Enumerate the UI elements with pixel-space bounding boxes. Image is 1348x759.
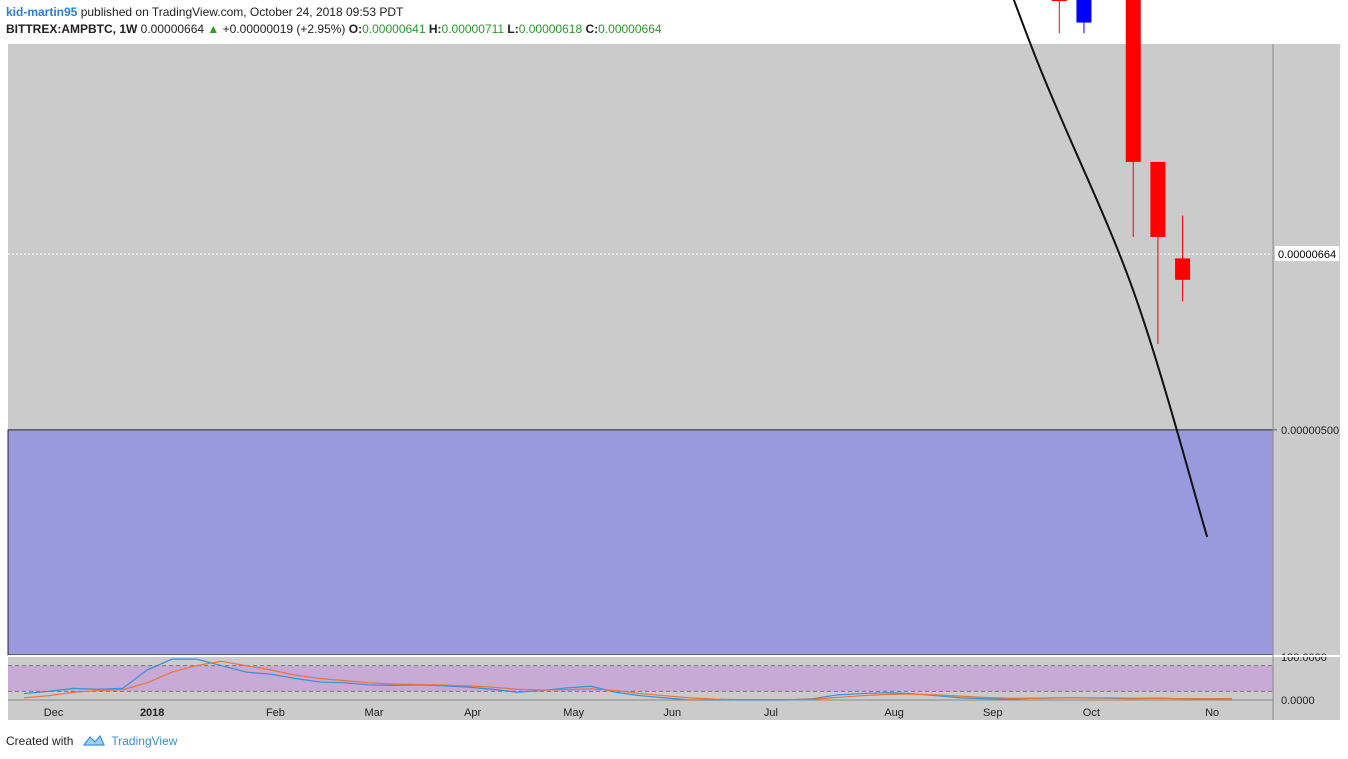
price-axis-background (1273, 44, 1340, 700)
symbol-title: BITTREX:AMPBTC, 1W (6, 22, 138, 36)
time-tick-label-1: 2018 (140, 707, 164, 719)
tradingview-logo-icon (83, 734, 106, 746)
open-label: O: (348, 22, 363, 36)
tradingview-brand: TradingView (111, 734, 178, 748)
low-label: L: (507, 22, 519, 36)
time-tick-label-0: Dec (44, 707, 64, 719)
oscillator-series-1 (23, 660, 1232, 701)
footer: Created with TradingView (6, 734, 177, 748)
time-tick-label-5: May (563, 707, 584, 719)
price-change: +0.00000019 (+2.95%) (222, 22, 346, 36)
time-tick-label-6: Jun (663, 707, 681, 719)
change-arrow-icon: ▲ (207, 22, 220, 36)
time-axis-background (8, 700, 1273, 720)
time-tick-label-11: No (1205, 707, 1219, 719)
tradingview-link[interactable]: TradingView (79, 734, 177, 748)
time-tick-label-2: Feb (266, 707, 285, 719)
price-tick-label-0: 0.00000500 (1281, 425, 1339, 437)
open-value: 0.00000641 (362, 22, 426, 36)
candle-body-42 (1051, 0, 1067, 2)
oscillator-tick-label-1: 0.0000 (1281, 695, 1315, 707)
high-label: H: (428, 22, 442, 36)
candle-body-43 (1076, 0, 1092, 23)
trendline-lower (1012, 0, 1209, 538)
oscillator-band (8, 665, 1273, 692)
published-text: published on TradingView.com, October 24… (80, 5, 404, 19)
publish-line: kid-martin95 published on TradingView.co… (6, 5, 403, 19)
oscillator-tick-label-0: 100.0000 (1281, 652, 1327, 664)
symbol-line: BITTREX:AMPBTC, 1W 0.00000664 ▲ +0.00000… (6, 22, 662, 36)
time-tick-label-10: Oct (1083, 707, 1100, 719)
last-price: 0.00000664 (140, 22, 205, 36)
last-price-label-box (1275, 246, 1339, 262)
candle-body-46 (1150, 161, 1166, 237)
time-tick-label-8: Aug (884, 707, 904, 719)
close-value: 0.00000664 (598, 22, 662, 36)
close-label: C: (585, 22, 599, 36)
bottom-band (7, 429, 1274, 656)
author-link[interactable]: kid-martin95 (6, 5, 78, 19)
candle-body-45 (1125, 0, 1141, 162)
low-value: 0.00000618 (518, 22, 583, 36)
time-tick-label-9: Sep (983, 707, 1003, 719)
axis-corner (1273, 700, 1340, 720)
time-tick-label-4: Apr (464, 707, 481, 719)
last-price-label: 0.00000664 (1278, 249, 1336, 261)
high-value: 0.00000711 (441, 22, 505, 36)
time-tick-label-7: Jul (764, 707, 778, 719)
candle-body-47 (1175, 258, 1191, 280)
created-with-text: Created with (6, 734, 74, 748)
time-tick-label-3: Mar (365, 707, 384, 719)
